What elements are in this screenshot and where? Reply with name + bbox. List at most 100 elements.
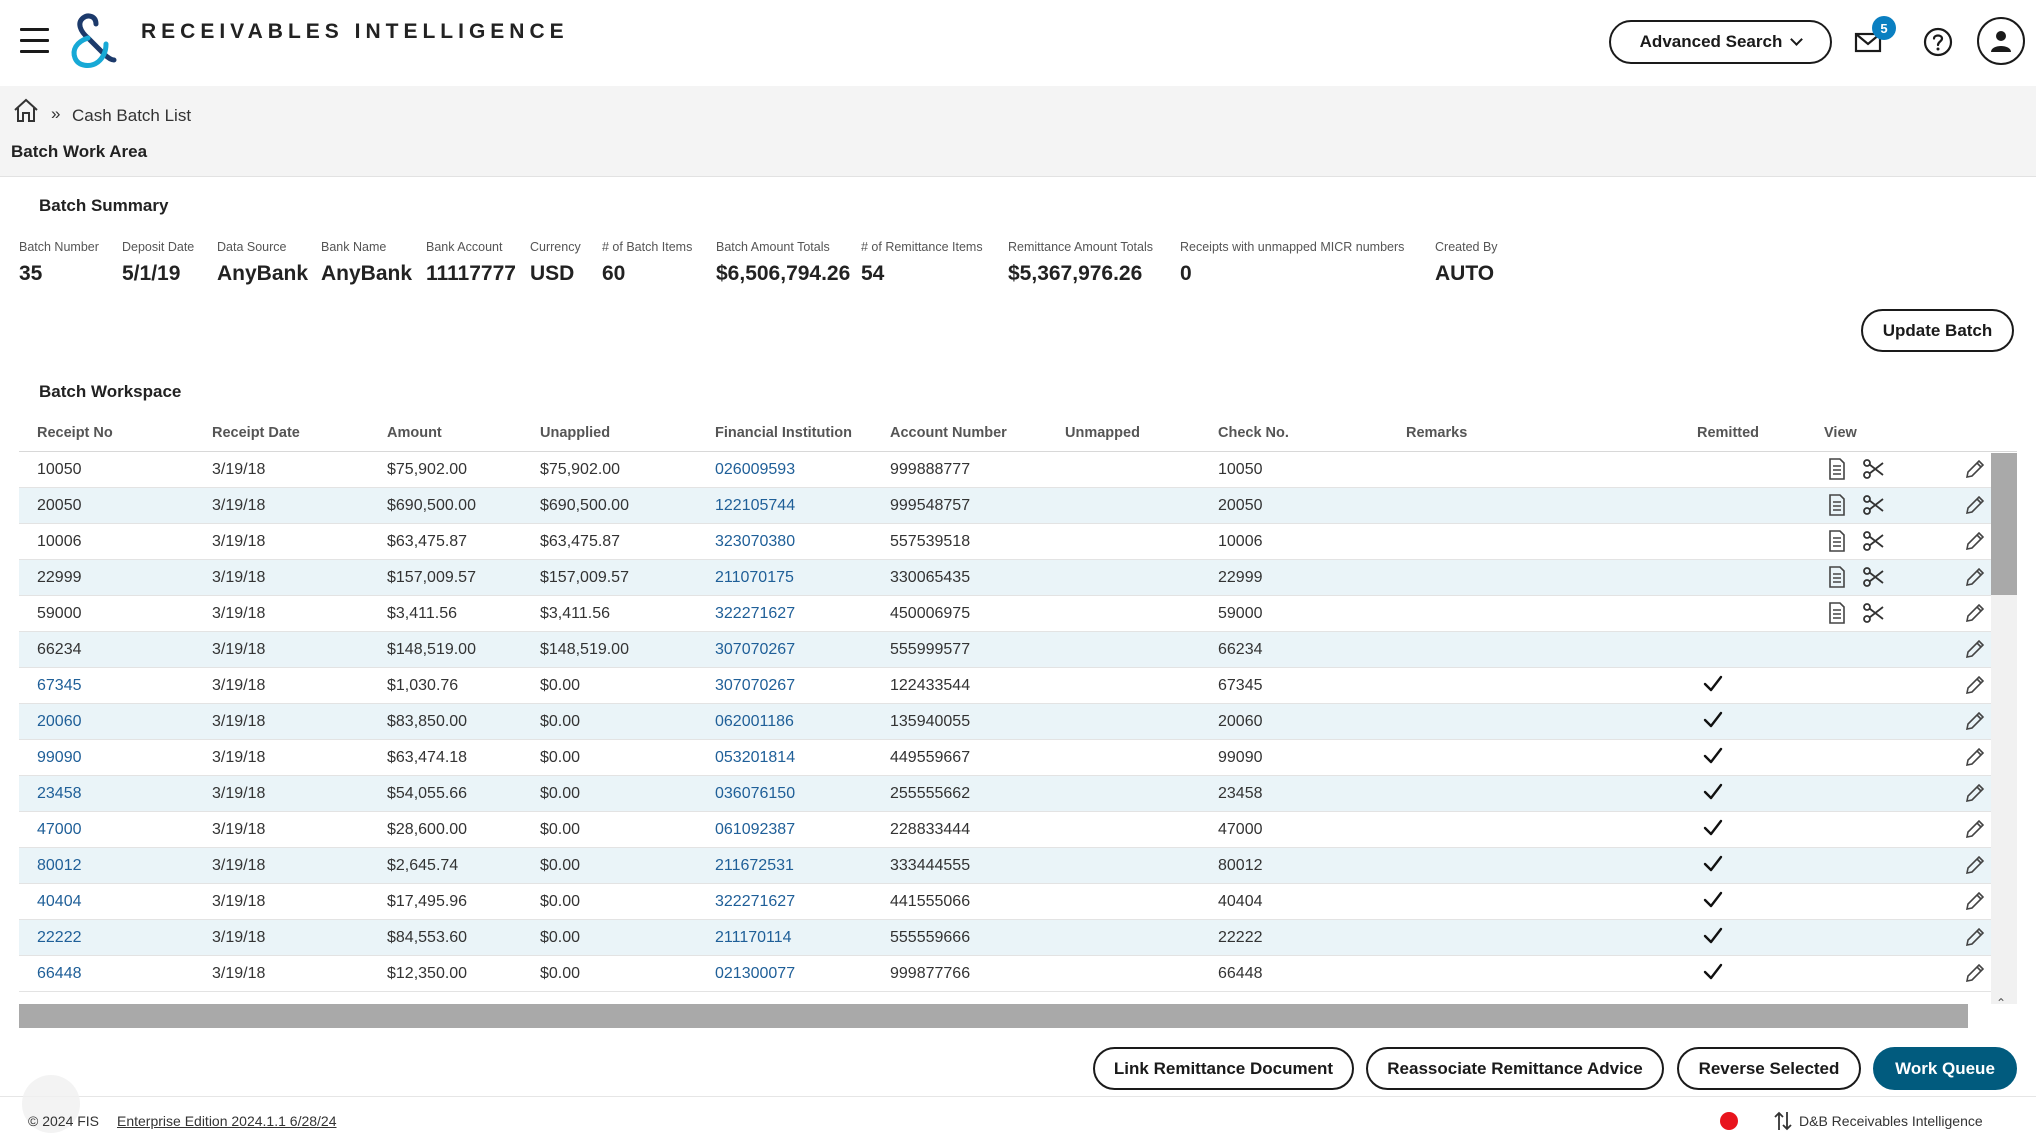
document-icon[interactable] (1825, 457, 1849, 481)
receipt-no-cell[interactable]: 47000 (37, 821, 82, 838)
summary-value: AnyBank (217, 262, 309, 285)
horizontal-scrollbar[interactable] (19, 1004, 1968, 1028)
table-row[interactable]: 22999 3/19/18 $157,009.57 $157,009.57 211070… (19, 560, 1995, 596)
pencil-icon[interactable] (1963, 961, 1987, 985)
menu-icon[interactable] (20, 28, 49, 54)
breadcrumb-cash-batch-list[interactable]: Cash Batch List (72, 106, 192, 125)
column-header-amount[interactable]: Amount (387, 425, 442, 441)
reverse-selected-button[interactable]: Reverse Selected (1677, 1047, 1861, 1090)
scissors-icon[interactable] (1862, 529, 1886, 553)
summary-value: USD (530, 262, 575, 285)
column-header-account-number[interactable]: Account Number (890, 425, 1007, 441)
column-header-receipt-date[interactable]: Receipt Date (212, 425, 300, 441)
column-header-remarks[interactable]: Remarks (1406, 425, 1468, 441)
table-row[interactable]: 23458 3/19/18 $54,055.66 $0.00 036076150 2555… (19, 776, 1995, 812)
receipt-no-cell[interactable]: 20060 (37, 713, 82, 730)
financial-institution-cell[interactable]: 211672531 (715, 857, 794, 874)
home-icon[interactable] (12, 97, 40, 123)
sort-icon[interactable] (1773, 1110, 1793, 1132)
edition-link[interactable]: Enterprise Edition 2024.1.1 6/28/24 (117, 1113, 337, 1129)
column-header-receipt-no[interactable]: Receipt No (37, 425, 113, 441)
pencil-icon[interactable] (1963, 925, 1987, 949)
scissors-icon[interactable] (1862, 565, 1886, 589)
table-row[interactable]: 22222 3/19/18 $84,553.60 $0.00 211170114 5555… (19, 920, 1995, 956)
financial-institution-cell[interactable]: 061092387 (715, 821, 796, 838)
pencil-icon[interactable] (1963, 889, 1987, 913)
column-header-remitted[interactable]: Remitted (1697, 425, 1760, 441)
financial-institution-cell[interactable]: 211070175 (715, 569, 794, 586)
receipt-no-cell[interactable]: 23458 (37, 785, 82, 802)
table-row[interactable]: 99090 3/19/18 $63,474.18 $0.00 053201814 4495… (19, 740, 1995, 776)
receipt-no-cell: 59000 (37, 605, 82, 622)
receipt-no-cell[interactable]: 66448 (37, 965, 82, 982)
scroll-up-icon[interactable]: ⌃ (1996, 996, 2007, 1010)
table-row[interactable]: 47000 3/19/18 $28,600.00 $0.00 061092387 2288… (19, 812, 1995, 848)
financial-institution-cell[interactable]: 211170114 (715, 929, 792, 946)
table-row[interactable]: 40404 3/19/18 $17,495.96 $0.00 322271627 4415… (19, 884, 1995, 920)
receipt-no-cell[interactable]: 67345 (37, 677, 82, 694)
link-remittance-document-button[interactable]: Link Remittance Document (1093, 1047, 1354, 1090)
receipt-date-cell: 3/19/18 (212, 605, 266, 622)
pencil-icon[interactable] (1963, 673, 1987, 697)
table-row[interactable]: 20060 3/19/18 $83,850.00 $0.00 062001186 1359… (19, 704, 1995, 740)
table-row[interactable]: 10006 3/19/18 $63,475.87 $63,475.87 32307038… (19, 524, 1995, 560)
scissors-icon[interactable] (1862, 601, 1886, 625)
financial-institution-cell[interactable]: 021300077 (715, 965, 796, 982)
column-header-check-no[interactable]: Check No. (1218, 425, 1289, 441)
advanced-search-button[interactable]: Advanced Search (1609, 20, 1832, 64)
table-row[interactable]: 66448 3/19/18 $12,350.00 $0.00 021300077 9998… (19, 956, 1995, 992)
pencil-icon[interactable] (1963, 637, 1987, 661)
advanced-search-label: Advanced Search (1639, 32, 1783, 51)
table-row[interactable]: 20050 3/19/18 $690,500.00 $690,500.00 122105… (19, 488, 1995, 524)
document-icon[interactable] (1825, 601, 1849, 625)
pencil-icon[interactable] (1963, 709, 1987, 733)
table-row[interactable]: 67345 3/19/18 $1,030.76 $0.00 307070267 12243… (19, 668, 1995, 704)
column-header-financial-institution[interactable]: Financial Institution (715, 425, 852, 441)
financial-institution-cell[interactable]: 307070267 (715, 641, 796, 658)
financial-institution-cell[interactable]: 323070380 (715, 533, 796, 550)
pencil-icon[interactable] (1963, 457, 1987, 481)
receipt-no-cell[interactable]: 80012 (37, 857, 82, 874)
summary-label: Bank Account (426, 240, 503, 254)
status-indicator (1720, 1112, 1738, 1130)
scissors-icon[interactable] (1862, 493, 1886, 517)
financial-institution-cell[interactable]: 036076150 (715, 785, 796, 802)
pencil-icon[interactable] (1963, 853, 1987, 877)
column-header-view[interactable]: View (1824, 425, 1857, 441)
financial-institution-cell[interactable]: 322271627 (715, 605, 796, 622)
user-icon[interactable] (1977, 17, 2025, 65)
table-row[interactable]: 66234 3/19/18 $148,519.00 $148,519.00 307070… (19, 632, 1995, 668)
update-batch-button[interactable]: Update Batch (1861, 309, 2014, 352)
reassociate-remittance-advice-button[interactable]: Reassociate Remittance Advice (1366, 1047, 1664, 1090)
financial-institution-cell[interactable]: 122105744 (715, 497, 796, 514)
table-row[interactable]: 59000 3/19/18 $3,411.56 $3,411.56 322271627 4… (19, 596, 1995, 632)
scissors-icon[interactable] (1862, 457, 1886, 481)
financial-institution-cell[interactable]: 062001186 (715, 713, 794, 730)
pencil-icon[interactable] (1963, 529, 1987, 553)
vertical-scrollbar-thumb[interactable] (1991, 453, 2017, 595)
document-icon[interactable] (1825, 529, 1849, 553)
table-row[interactable]: 10050 3/19/18 $75,902.00 $75,902.00 02600959… (19, 452, 1995, 488)
document-icon[interactable] (1825, 565, 1849, 589)
receipt-no-cell[interactable]: 22222 (37, 929, 82, 946)
receipt-no-cell[interactable]: 40404 (37, 893, 82, 910)
pencil-icon[interactable] (1963, 565, 1987, 589)
pencil-icon[interactable] (1963, 601, 1987, 625)
pencil-icon[interactable] (1963, 781, 1987, 805)
check-no-cell: 66448 (1218, 965, 1263, 982)
help-icon[interactable] (1922, 26, 1954, 58)
financial-institution-cell[interactable]: 322271627 (715, 893, 796, 910)
receipt-no-cell[interactable]: 99090 (37, 749, 82, 766)
pencil-icon[interactable] (1963, 817, 1987, 841)
column-header-unmapped[interactable]: Unmapped (1065, 425, 1140, 441)
document-icon[interactable] (1825, 493, 1849, 517)
work-queue-button[interactable]: Work Queue (1873, 1047, 2017, 1090)
financial-institution-cell[interactable]: 026009593 (715, 461, 796, 478)
pencil-icon[interactable] (1963, 493, 1987, 517)
pencil-icon[interactable] (1963, 745, 1987, 769)
column-header-unapplied[interactable]: Unapplied (540, 425, 611, 441)
financial-institution-cell[interactable]: 307070267 (715, 677, 796, 694)
financial-institution-cell[interactable]: 053201814 (715, 749, 796, 766)
table-row[interactable]: 80012 3/19/18 $2,645.74 $0.00 211672531 33344… (19, 848, 1995, 884)
receipt-date-cell: 3/19/18 (212, 713, 266, 730)
